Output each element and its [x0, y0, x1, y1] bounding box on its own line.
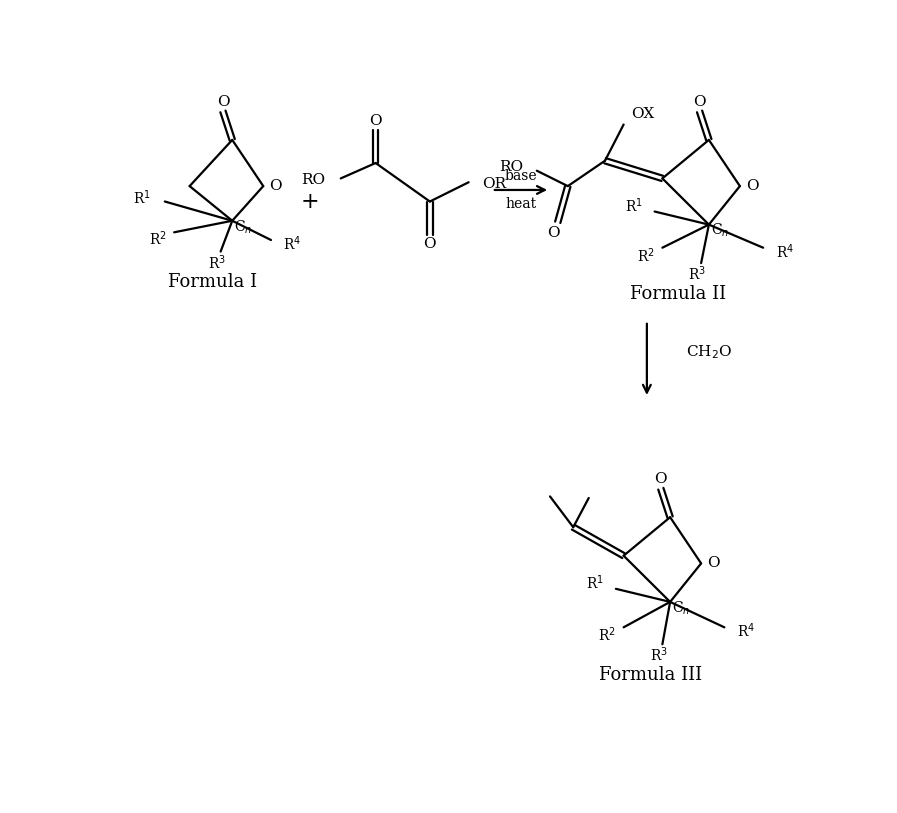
Text: O: O: [370, 114, 382, 128]
Text: base: base: [504, 169, 537, 183]
Text: Formula I: Formula I: [169, 273, 257, 291]
Text: R$^4$: R$^4$: [283, 235, 300, 253]
Text: CH$_2$O: CH$_2$O: [685, 343, 732, 360]
Text: O: O: [269, 179, 282, 193]
Text: C$_n$: C$_n$: [234, 218, 252, 236]
Text: OX: OX: [631, 107, 655, 120]
Text: Formula II: Formula II: [630, 285, 726, 303]
Text: O: O: [693, 95, 706, 109]
Text: R$^3$: R$^3$: [688, 264, 706, 283]
Text: C$_n$: C$_n$: [710, 222, 729, 240]
Text: RO: RO: [499, 160, 523, 174]
Text: Formula III: Formula III: [599, 666, 702, 684]
Text: RO: RO: [301, 173, 326, 187]
Text: OR: OR: [483, 176, 507, 191]
Text: R$^1$: R$^1$: [625, 196, 643, 215]
Text: R$^2$: R$^2$: [598, 626, 616, 645]
Text: R$^4$: R$^4$: [736, 622, 755, 641]
Text: O: O: [423, 237, 436, 251]
Text: O: O: [655, 472, 667, 486]
Text: R$^2$: R$^2$: [149, 229, 166, 248]
Text: O: O: [547, 226, 561, 240]
Text: heat: heat: [505, 197, 536, 211]
Text: R$^3$: R$^3$: [208, 253, 226, 272]
Text: +: +: [300, 190, 319, 212]
Text: C$_n$: C$_n$: [672, 599, 690, 617]
Text: R$^1$: R$^1$: [133, 189, 151, 207]
Text: R$^3$: R$^3$: [649, 646, 667, 664]
Text: O: O: [217, 95, 230, 109]
Text: O: O: [746, 179, 759, 193]
Text: R$^4$: R$^4$: [776, 242, 794, 261]
Text: R$^2$: R$^2$: [637, 246, 655, 265]
Text: R$^1$: R$^1$: [587, 573, 605, 592]
Text: O: O: [707, 556, 719, 571]
